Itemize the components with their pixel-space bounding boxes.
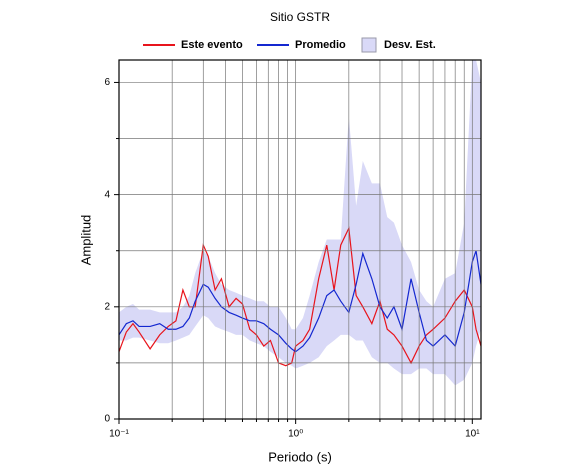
plot-frame	[118, 59, 482, 420]
y-tick-label: 4	[104, 189, 110, 200]
legend-label: Promedio	[295, 39, 346, 51]
x-tick-label: 10⁻¹	[109, 429, 129, 440]
plot-clip	[119, 60, 481, 386]
x-axis-label: Periodo (s)	[268, 449, 332, 464]
y-tick-label: 6	[104, 77, 110, 88]
x-tick-label: 10⁰	[288, 429, 303, 440]
series-line	[119, 226, 481, 367]
x-tick-label: 10¹	[465, 429, 480, 440]
y-tick-label: 2	[104, 301, 110, 312]
legend-swatch	[361, 37, 377, 53]
std-band	[119, 60, 481, 386]
y-axis-label: Amplitud	[78, 215, 93, 266]
legend-label: Este evento	[181, 39, 243, 51]
legend-label: Desv. Est.	[384, 39, 436, 51]
chart-title: Sitio GSTR	[270, 10, 330, 24]
y-tick-label: 0	[104, 414, 110, 425]
